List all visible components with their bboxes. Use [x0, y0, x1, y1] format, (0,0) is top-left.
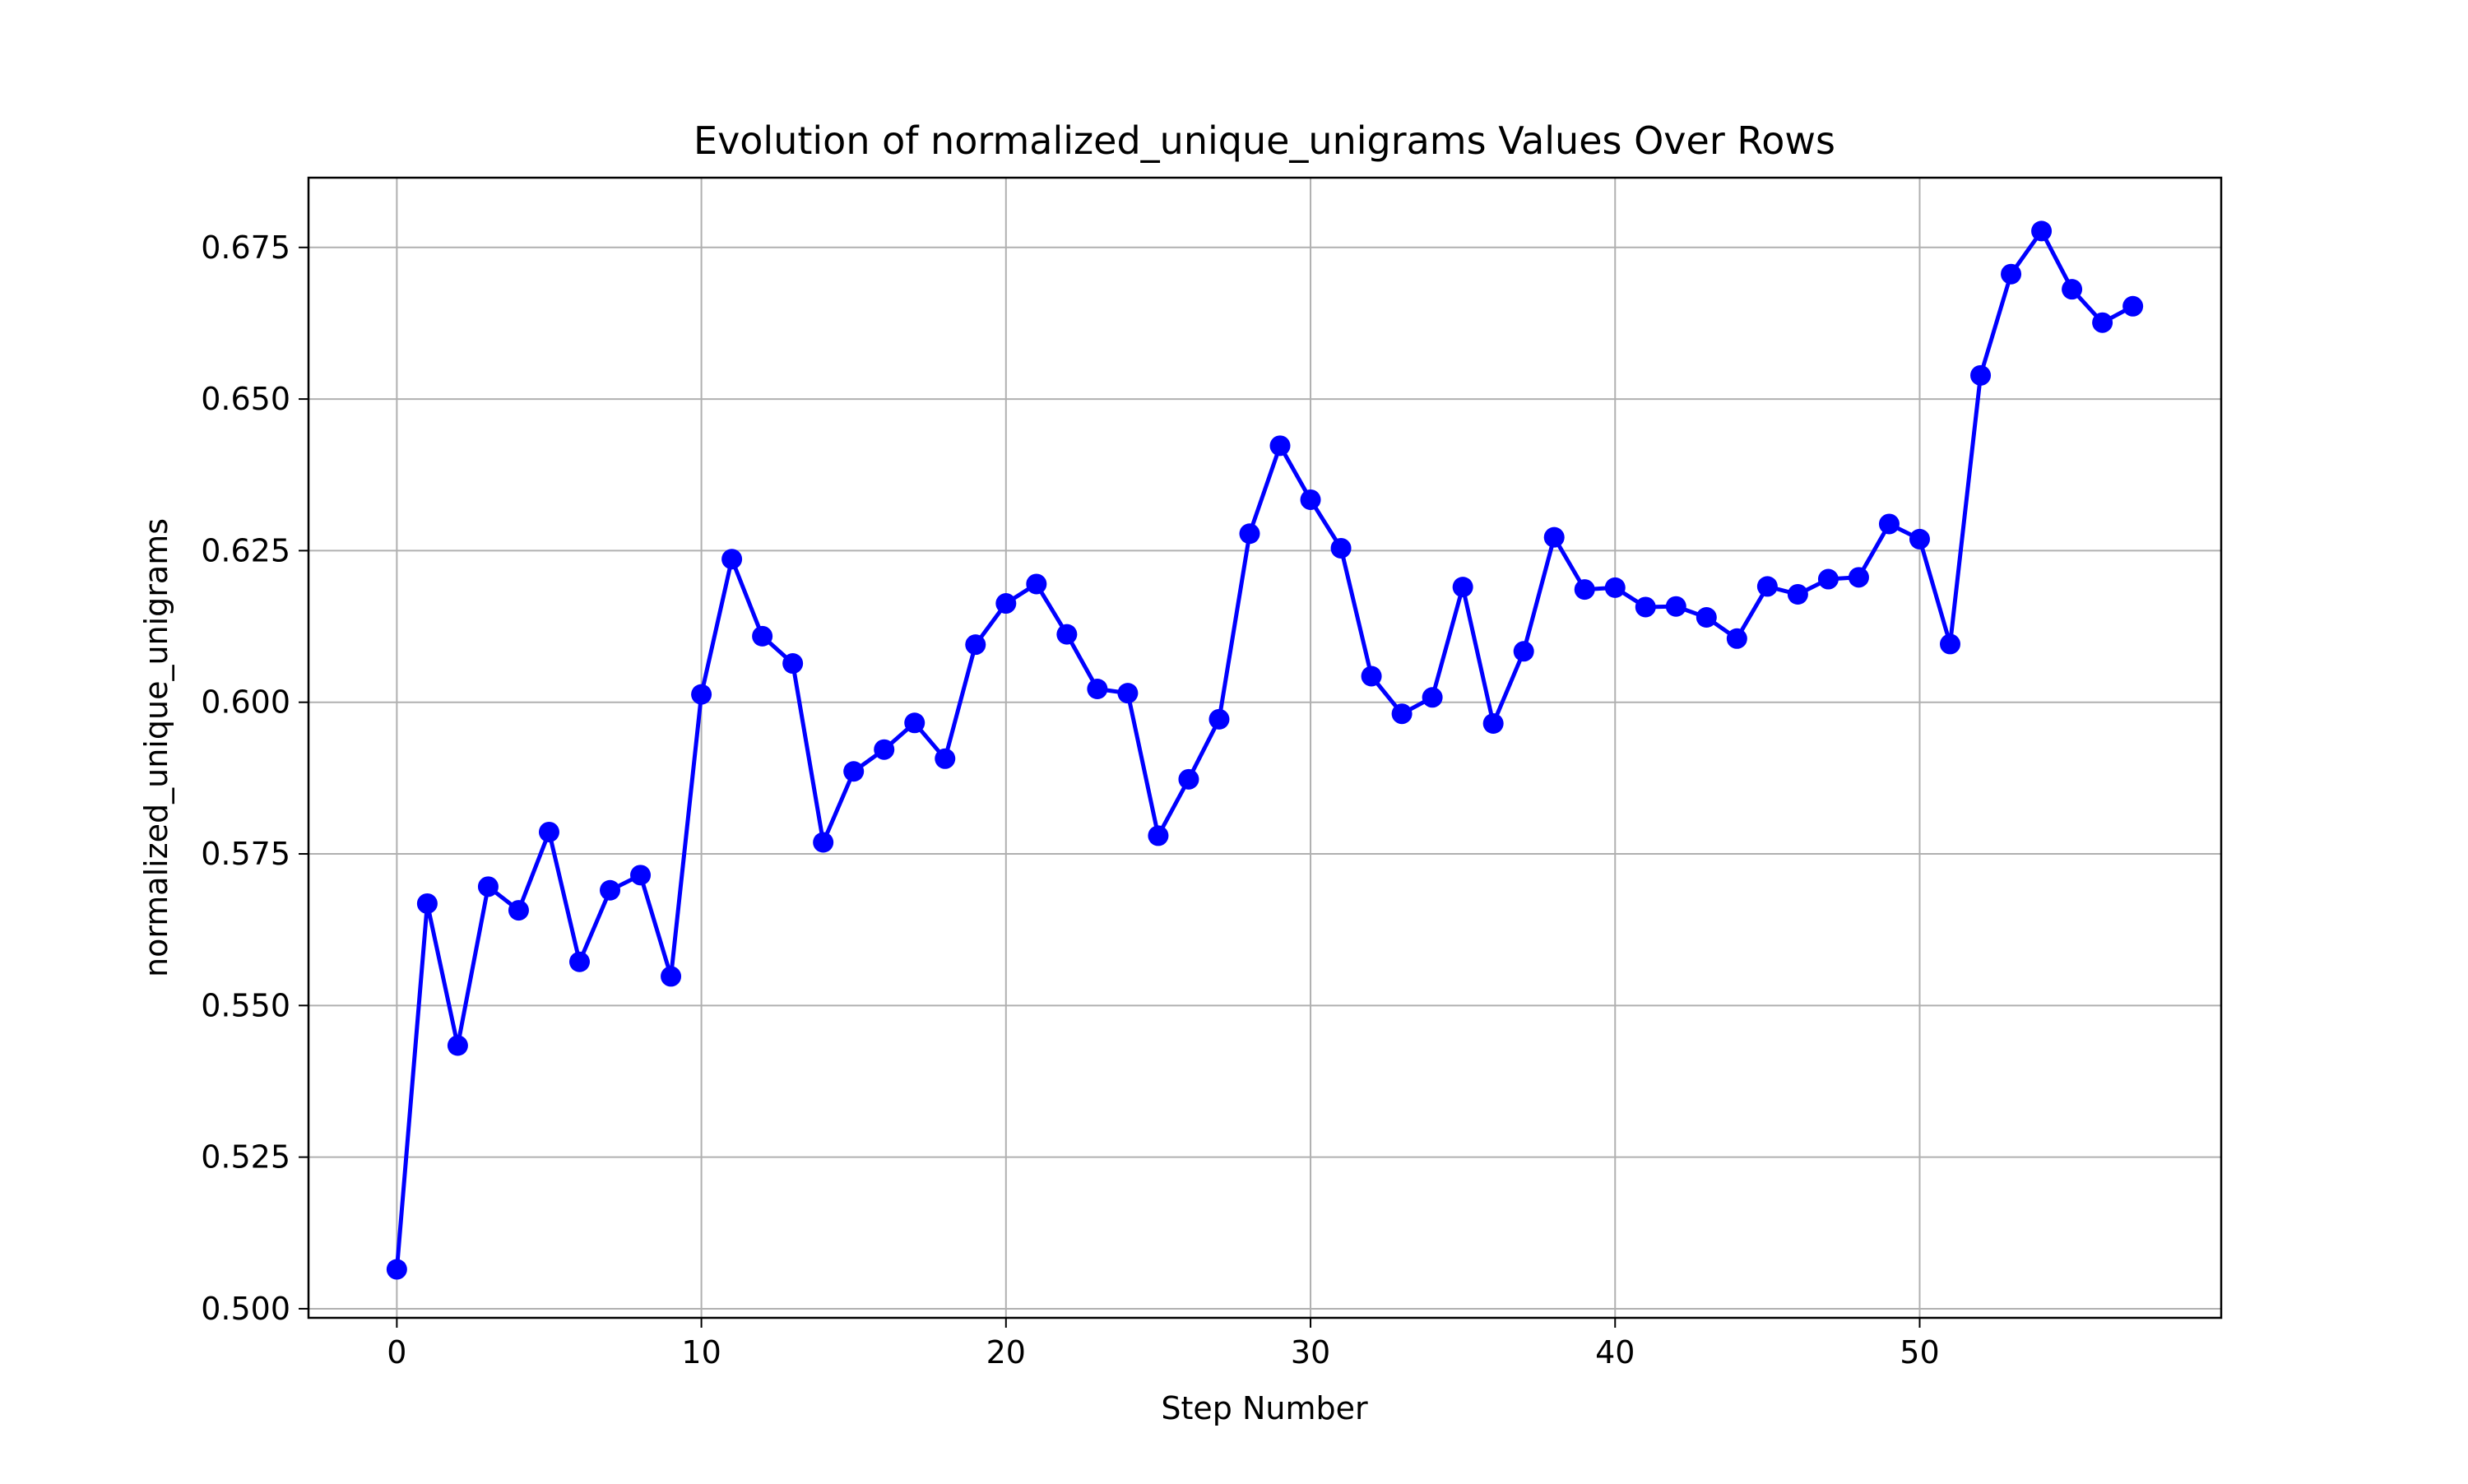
- data-point: [568, 951, 590, 972]
- data-point: [721, 549, 743, 570]
- data-point: [1940, 633, 1961, 655]
- data-point: [904, 712, 926, 734]
- data-point: [1391, 703, 1413, 725]
- y-tick-label: 0.650: [201, 381, 290, 417]
- data-point: [1482, 713, 1504, 735]
- grid-lines: [308, 178, 2221, 1318]
- x-axis-label: Step Number: [1161, 1390, 1368, 1426]
- plot-frame: [307, 176, 2223, 1319]
- data-point: [1513, 641, 1534, 662]
- data-point: [1665, 596, 1686, 617]
- y-tick-label: 0.675: [201, 230, 290, 266]
- data-point: [1422, 687, 1443, 708]
- chart-title: Evolution of normalized_unique_unigrams …: [694, 118, 1835, 163]
- y-tick-label: 0.500: [201, 1291, 290, 1327]
- data-point: [1604, 577, 1626, 598]
- data-point: [1056, 624, 1078, 645]
- data-point: [782, 653, 804, 675]
- data-point: [477, 876, 499, 897]
- data-point: [508, 900, 529, 921]
- data-point: [1909, 528, 1930, 550]
- data-point: [1148, 825, 1169, 846]
- y-tick-label: 0.575: [201, 836, 290, 872]
- data-point: [447, 1035, 468, 1056]
- x-tick-label: 10: [681, 1334, 721, 1370]
- data-point: [935, 748, 956, 769]
- data-point: [2092, 312, 2113, 333]
- data-point: [1878, 513, 1900, 535]
- data-point: [1269, 435, 1291, 457]
- data-point: [813, 832, 834, 853]
- data-point: [874, 739, 895, 760]
- data-point: [1787, 583, 1808, 605]
- data-point: [691, 684, 712, 705]
- x-tick-label: 20: [986, 1334, 1026, 1370]
- data-point: [538, 821, 559, 842]
- data-point: [630, 865, 652, 886]
- data-point: [1756, 576, 1778, 597]
- data-point: [661, 966, 682, 987]
- data-point: [1452, 577, 1473, 598]
- x-tick-label: 30: [1291, 1334, 1330, 1370]
- data-point: [843, 761, 865, 782]
- data-point: [1726, 628, 1747, 649]
- data-point: [2122, 295, 2144, 317]
- data-point: [1026, 573, 1047, 595]
- data-point: [995, 593, 1017, 614]
- data-point: [2001, 263, 2022, 285]
- data-point: [1239, 523, 1260, 545]
- data-point: [2031, 220, 2053, 242]
- x-tick-label: 0: [387, 1334, 406, 1370]
- y-tick-label: 0.550: [201, 987, 290, 1023]
- data-point: [1817, 568, 1839, 590]
- data-point: [1635, 596, 1656, 618]
- data-series: [386, 220, 2144, 1280]
- data-point: [2062, 279, 2083, 300]
- data-point: [1574, 579, 1595, 601]
- data-point: [1848, 567, 1869, 588]
- series-line: [394, 229, 2134, 1270]
- data-point: [965, 634, 986, 656]
- data-point: [600, 879, 621, 901]
- x-tick-label: 50: [1900, 1334, 1939, 1370]
- y-tick-label: 0.600: [201, 684, 290, 721]
- data-point: [1117, 683, 1139, 704]
- data-point: [1208, 708, 1230, 730]
- data-point: [752, 625, 773, 647]
- data-point: [1970, 364, 1992, 386]
- data-point: [1361, 665, 1382, 687]
- y-tick-label: 0.625: [201, 532, 290, 568]
- x-tick-label: 40: [1595, 1334, 1635, 1370]
- data-point: [1696, 606, 1717, 628]
- data-point: [1330, 537, 1352, 559]
- y-axis-label: normalized_unique_unigrams: [138, 518, 174, 977]
- axis-ticks: 0 10 20 30 40 50 0.500 0.525 0.550 0.575 0.600 0.62…: [201, 230, 1939, 1370]
- data-point: [1087, 678, 1108, 699]
- data-point: [416, 893, 438, 914]
- data-point: [1300, 489, 1321, 510]
- data-point: [386, 1259, 407, 1280]
- data-point: [1543, 526, 1565, 548]
- y-tick-label: 0.525: [201, 1139, 290, 1176]
- data-point: [1178, 768, 1199, 790]
